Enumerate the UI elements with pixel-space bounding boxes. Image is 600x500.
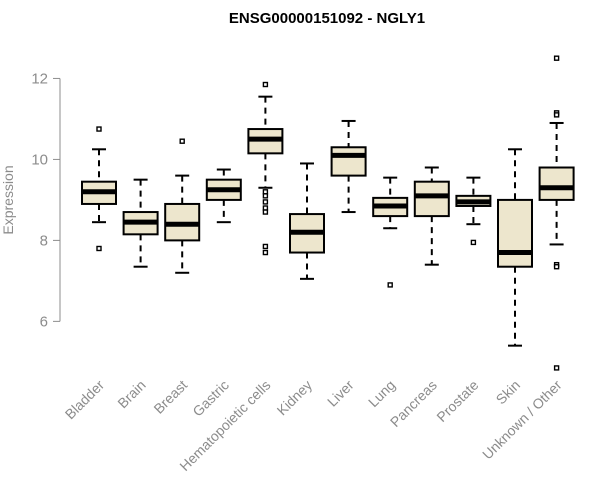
axes: 6 8 10 12: [31, 70, 61, 330]
iqr-box: [330, 146, 367, 177]
x-tick-label: Liver: [324, 377, 357, 410]
y-tick-label: 10: [31, 151, 48, 168]
outlier-point: [262, 193, 269, 199]
outlier-point: [553, 112, 560, 118]
x-tick-label: Bladder: [62, 377, 108, 423]
chart-title: ENSG00000151092 - NGLY1: [229, 10, 425, 27]
outlier-point: [96, 245, 102, 252]
box-gastric: [205, 168, 242, 224]
y-tick-label: 12: [31, 70, 48, 87]
x-tick-label: Breast: [150, 377, 190, 417]
x-tick-label: Lung: [365, 377, 398, 410]
box-skin: [497, 148, 533, 347]
outlier-point: [553, 55, 560, 61]
outlier-point: [470, 239, 477, 246]
outlier-point: [262, 209, 269, 215]
y-tick-label: 8: [40, 232, 48, 249]
outlier-point: [96, 126, 102, 132]
box-breast: [164, 138, 201, 274]
outlier-point: [179, 138, 185, 144]
boxes: [81, 55, 575, 371]
box-unknown-other: [538, 55, 575, 371]
outlier-point: [553, 264, 560, 270]
x-tick-label: Prostate: [433, 377, 481, 425]
outlier-point: [262, 249, 269, 256]
box-brain: [122, 178, 159, 268]
iqr-box: [538, 166, 575, 201]
x-tick-label: Skin: [493, 377, 524, 408]
box-pancreas: [413, 166, 450, 266]
outlier-point: [262, 199, 269, 205]
box-hematopoietic-cells: [247, 81, 284, 256]
x-tick-label: Unknown / Other: [479, 377, 565, 463]
box-lung: [372, 176, 409, 288]
outlier-point: [387, 282, 393, 288]
box-prostate: [455, 176, 492, 246]
outlier-point: [262, 243, 269, 250]
iqr-box: [413, 180, 450, 218]
box-liver: [330, 119, 367, 214]
box-bladder: [81, 126, 117, 252]
outlier-point: [262, 81, 269, 88]
y-axis-label: Expression: [0, 165, 16, 234]
outlier-point: [553, 365, 560, 371]
box-kidney: [289, 162, 325, 280]
iqr-box: [497, 198, 533, 268]
x-tick-label: Brain: [114, 377, 148, 411]
x-tick-label: Kidney: [274, 377, 316, 419]
y-tick-label: 6: [40, 313, 48, 330]
